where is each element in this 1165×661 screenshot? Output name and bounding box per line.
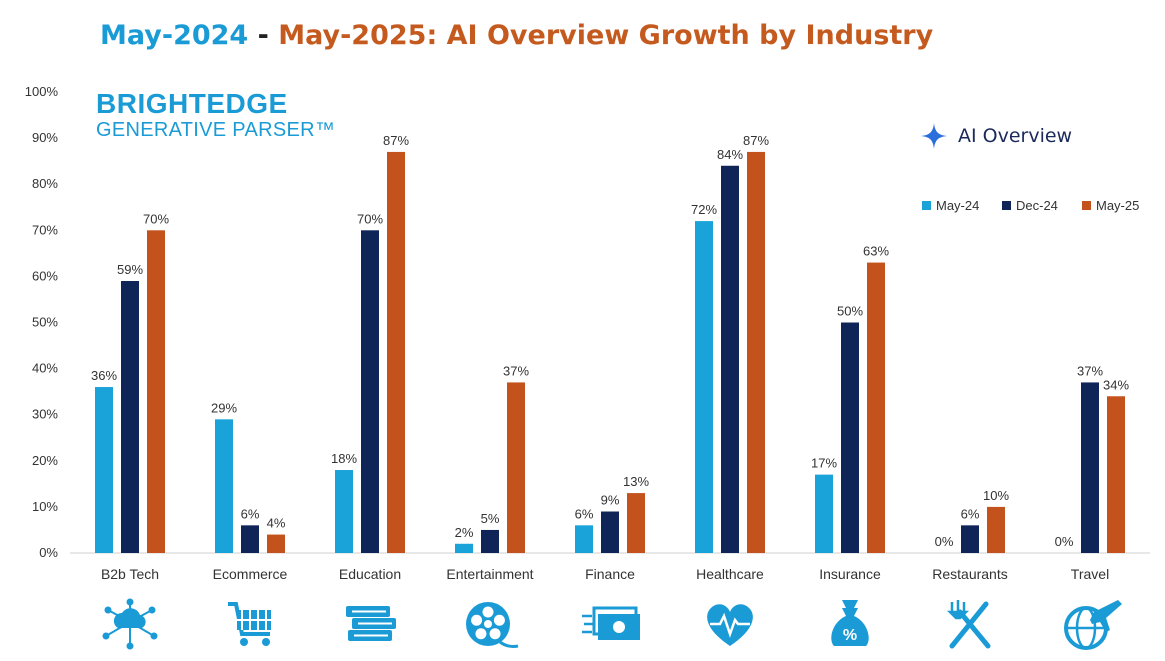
data-label: 37% — [503, 363, 529, 378]
data-label: 6% — [961, 506, 980, 521]
data-label: 59% — [117, 262, 143, 277]
data-label: 4% — [267, 516, 286, 531]
heart-pulse-icon — [707, 604, 753, 646]
data-label: 13% — [623, 474, 649, 489]
y-tick-label: 90% — [32, 130, 58, 145]
bar — [241, 525, 259, 553]
category-label: Finance — [585, 566, 635, 582]
brand-logo: BRIGHTEDGE GENERATIVE PARSER™ — [96, 88, 336, 141]
bar — [841, 322, 859, 553]
data-label: 6% — [575, 506, 594, 521]
category-label: Healthcare — [696, 566, 764, 582]
y-tick-label: 40% — [32, 361, 58, 376]
cloud-network-icon — [102, 598, 158, 650]
bar — [721, 165, 739, 553]
y-tick-label: 80% — [32, 176, 58, 191]
books-icon — [346, 606, 396, 641]
sparkle-icon — [921, 123, 947, 149]
data-label: 17% — [811, 456, 837, 471]
svg-text:%: % — [843, 627, 857, 644]
bar — [215, 419, 233, 553]
title-part-1: May-2024 — [100, 20, 249, 51]
bar — [1107, 396, 1125, 553]
ai-overview-label: AI Overview — [958, 125, 1073, 147]
money-bag-icon: % — [831, 600, 869, 646]
fork-knife-icon — [946, 600, 991, 649]
data-label: 84% — [717, 147, 743, 162]
data-label: 70% — [357, 211, 383, 226]
data-label: 2% — [455, 525, 474, 540]
data-label: 0% — [935, 534, 954, 549]
category-label: B2b Tech — [101, 566, 159, 582]
y-tick-label: 30% — [32, 407, 58, 422]
data-label: 70% — [143, 211, 169, 226]
legend-swatch — [1082, 201, 1091, 210]
category-label: Insurance — [819, 566, 881, 582]
y-tick-label: 20% — [32, 453, 58, 468]
bar — [481, 529, 499, 553]
category-label: Travel — [1071, 566, 1109, 582]
bar — [147, 230, 165, 554]
category-label: Education — [339, 566, 401, 582]
y-tick-label: 50% — [32, 315, 58, 330]
bar — [987, 506, 1005, 553]
legend-label: May-24 — [936, 198, 979, 213]
bar — [867, 262, 885, 553]
bar — [335, 470, 353, 553]
legend-swatch — [1002, 201, 1011, 210]
bar — [1081, 382, 1099, 553]
data-label: 50% — [837, 304, 863, 319]
bar — [455, 543, 473, 553]
bar — [601, 511, 619, 553]
legend-label: May-25 — [1096, 198, 1139, 213]
title-separator: - — [248, 20, 279, 51]
data-label: 87% — [743, 133, 769, 148]
title-part-2: May-2025: AI Overview Growth by Industry — [278, 20, 934, 51]
category-label: Entertainment — [446, 566, 533, 582]
bar — [95, 387, 113, 553]
bar — [267, 534, 285, 553]
bar — [747, 151, 765, 553]
legend-swatch — [922, 201, 931, 210]
bar — [387, 151, 405, 553]
brand-name: BRIGHTEDGE — [96, 88, 288, 119]
bar — [961, 525, 979, 553]
data-label: 37% — [1077, 363, 1103, 378]
globe-plane-icon — [1064, 600, 1122, 650]
data-label: 63% — [863, 244, 889, 259]
data-label: 72% — [691, 202, 717, 217]
y-tick-label: 0% — [39, 545, 58, 560]
data-label: 6% — [241, 506, 260, 521]
chart-title: May-2024 - May-2025: AI Overview Growth … — [100, 20, 933, 51]
data-label: 36% — [91, 368, 117, 383]
brand-product: GENERATIVE PARSER™ — [96, 119, 336, 141]
bar — [575, 525, 593, 553]
y-tick-label: 60% — [32, 268, 58, 283]
bar — [507, 382, 525, 553]
category-label: Ecommerce — [213, 566, 288, 582]
bar — [815, 474, 833, 553]
y-tick-label: 70% — [32, 222, 58, 237]
y-tick-label: 10% — [32, 499, 58, 514]
y-tick-label: 100% — [25, 84, 59, 99]
shopping-cart-icon — [228, 602, 271, 646]
data-label: 0% — [1055, 534, 1074, 549]
bar — [627, 493, 645, 553]
bar — [121, 281, 139, 553]
film-reel-icon — [466, 602, 519, 648]
category-label: Restaurants — [932, 566, 1007, 582]
data-label: 87% — [383, 133, 409, 148]
data-label: 10% — [983, 488, 1009, 503]
data-label: 9% — [601, 493, 620, 508]
data-label: 29% — [211, 400, 237, 415]
data-label: 34% — [1103, 377, 1129, 392]
data-label: 5% — [481, 511, 500, 526]
bar — [361, 230, 379, 554]
bar — [695, 221, 713, 553]
legend-label: Dec-24 — [1016, 198, 1058, 213]
cash-icon — [582, 606, 640, 640]
data-label: 18% — [331, 451, 357, 466]
ai-overview-badge: AI Overview — [920, 122, 1072, 150]
